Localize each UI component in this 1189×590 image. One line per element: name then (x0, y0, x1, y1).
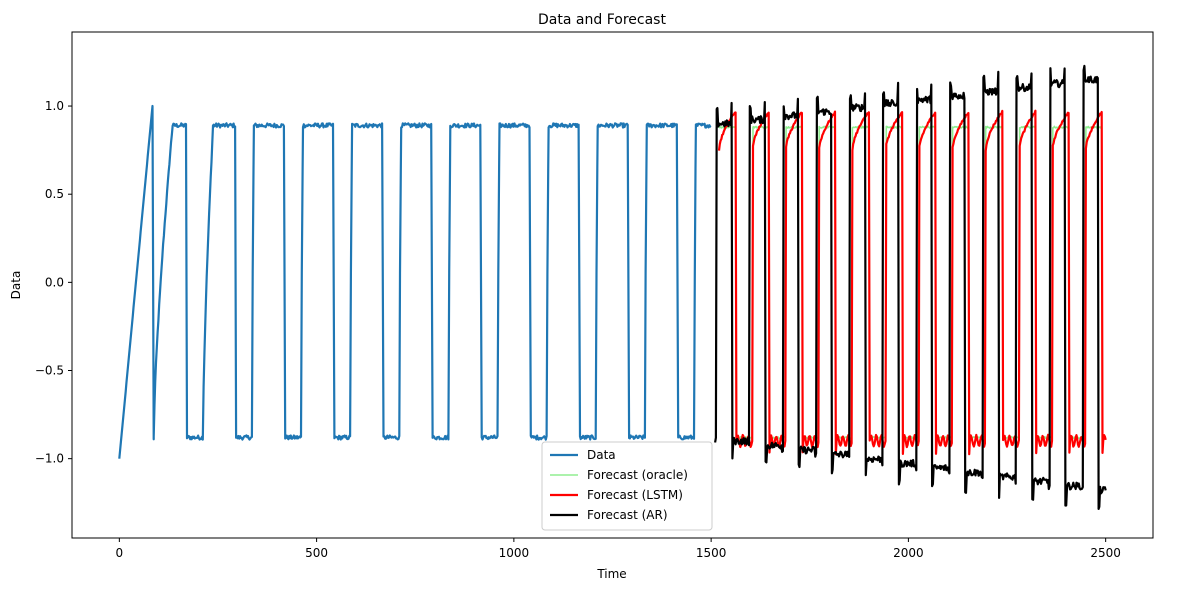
x-tick-label: 2000 (893, 546, 924, 560)
x-tick-label: 1500 (696, 546, 727, 560)
x-axis-label: Time (596, 567, 626, 581)
ticks-layer: 0 500 1000 1500 2000 2500 −1.0 −0.5 0.0 0.5 1.0 (35, 99, 1121, 560)
x-tick-label: 0 (116, 546, 124, 560)
series-line-forecast-oracle (718, 125, 1107, 440)
series-line-forecast-ar (714, 64, 1107, 510)
plot-frame (71, 31, 1154, 539)
series-line-data (118, 104, 712, 459)
series-layer (118, 64, 1107, 510)
legend-label: Forecast (AR) (587, 508, 668, 522)
legend-label: Forecast (oracle) (587, 468, 688, 482)
x-tick-label: 2500 (1090, 546, 1121, 560)
y-tick-label: 0.5 (45, 187, 64, 201)
y-tick-label: −1.0 (35, 452, 64, 466)
legend-label: Data (587, 448, 616, 462)
x-tick-label: 1000 (499, 546, 530, 560)
series-line-forecast-lstm (717, 109, 1107, 456)
x-tick-label: 500 (305, 546, 328, 560)
legend: Data Forecast (oracle) Forecast (LSTM) Fore… (541, 441, 713, 531)
y-tick-label: 1.0 (45, 99, 64, 113)
y-axis-label: Data (9, 271, 23, 300)
chart-title: Data and Forecast (538, 12, 666, 28)
legend-label: Forecast (LSTM) (587, 488, 683, 502)
y-tick-label: −0.5 (35, 364, 64, 378)
legend-box (541, 441, 713, 531)
y-tick-label: 0.0 (45, 275, 64, 289)
